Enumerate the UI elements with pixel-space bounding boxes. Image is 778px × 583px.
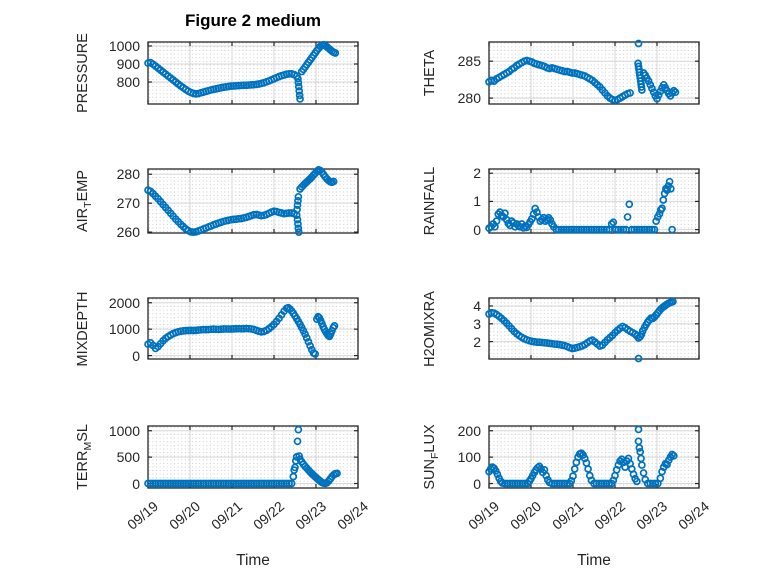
x-tick-label: 09/24 bbox=[675, 497, 713, 533]
x-tick-label: 09/21 bbox=[549, 497, 587, 533]
y-axis-label: MIXDEPTH bbox=[75, 291, 91, 366]
subplot-mixdepth: 0 1000 2000 MIXDEPTH bbox=[75, 291, 359, 366]
data-points bbox=[144, 303, 339, 358]
y-tick-label: 200 bbox=[457, 422, 481, 439]
x-tick-label: 09/24 bbox=[334, 497, 372, 533]
y-axis-label: SUNFLUX bbox=[422, 424, 441, 490]
y-tick-label: 280 bbox=[116, 166, 140, 183]
y-tick-label: 100 bbox=[457, 449, 481, 466]
plot-area bbox=[144, 40, 359, 105]
data-points bbox=[485, 425, 678, 488]
y-tick-label: 2 bbox=[473, 333, 481, 350]
figure-title: Figure 2 medium bbox=[184, 11, 322, 30]
y-tick-label: 3 bbox=[473, 315, 481, 332]
y-tick-label: 260 bbox=[116, 224, 140, 241]
tick-marks bbox=[488, 298, 700, 359]
x-tick-label: 09/23 bbox=[292, 497, 330, 533]
subplot-air-temp: 260 270 280 AIRTEMP bbox=[75, 166, 359, 240]
y-tick-label: 285 bbox=[457, 53, 481, 70]
y-tick-label: 4 bbox=[473, 298, 481, 315]
y-tick-label: 0 bbox=[132, 347, 140, 364]
x-tick-label: 09/20 bbox=[166, 497, 204, 533]
data-points bbox=[485, 177, 676, 234]
x-axis-label-right: Time bbox=[577, 552, 611, 569]
tick-marks bbox=[488, 169, 700, 233]
x-tick-label: 09/23 bbox=[633, 497, 671, 533]
subplot-pressure: 800 900 1000 PRESSURE bbox=[75, 33, 359, 113]
y-axis-label: H2OMIXRA bbox=[422, 290, 438, 367]
x-tick-label: 09/22 bbox=[250, 497, 288, 533]
plot-area bbox=[144, 425, 359, 489]
y-tick-label: 280 bbox=[457, 90, 481, 107]
y-tick-label: 270 bbox=[116, 195, 140, 212]
y-tick-label: 2 bbox=[473, 165, 481, 182]
subplot-terr-msl: 0 500 1000 09/19 09/20 09/21 09/22 09/23 09/24 TE… bbox=[75, 423, 371, 533]
y-tick-label: 1000 bbox=[108, 422, 140, 439]
y-tick-label: 1000 bbox=[108, 37, 140, 54]
tick-marks bbox=[147, 298, 359, 359]
y-tick-label: 1000 bbox=[108, 321, 140, 338]
plot-area bbox=[485, 39, 700, 105]
data-points bbox=[485, 39, 680, 105]
y-axis-label: TERRMSL bbox=[75, 424, 94, 490]
subplot-theta: 280 285 THETA bbox=[422, 39, 700, 106]
plot-area bbox=[485, 425, 700, 489]
x-tick-label: 09/21 bbox=[208, 497, 246, 533]
y-tick-label: 0 bbox=[473, 475, 481, 492]
subplot-rainfall: 0 1 2 RAINFALL bbox=[422, 165, 700, 238]
y-tick-label: 800 bbox=[116, 74, 140, 90]
x-tick-label: 09/19 bbox=[124, 497, 162, 533]
y-tick-label: 0 bbox=[473, 221, 481, 238]
x-tick-label: 09/19 bbox=[465, 497, 503, 533]
y-tick-label: 2000 bbox=[108, 294, 140, 311]
data-points bbox=[144, 40, 340, 103]
plot-area bbox=[144, 166, 359, 236]
y-tick-label: 0 bbox=[132, 475, 140, 492]
subplot-sun-flux: 0 100 200 09/19 09/20 09/21 09/22 09/23 09/24 SUN… bbox=[422, 423, 712, 533]
y-tick-label: 900 bbox=[116, 55, 140, 72]
data-points bbox=[485, 297, 677, 363]
plot-area bbox=[144, 297, 359, 360]
x-axis-label-left: Time bbox=[236, 552, 270, 569]
y-tick-label: 1 bbox=[473, 193, 481, 210]
subplot-h2omixra: 2 3 4 H2OMIXRA bbox=[422, 291, 700, 366]
plot-area bbox=[485, 297, 700, 363]
x-tick-label: 09/22 bbox=[591, 497, 629, 533]
y-tick-label: 500 bbox=[116, 449, 140, 466]
plot-area bbox=[485, 168, 700, 234]
data-points bbox=[144, 425, 341, 488]
x-tick-label: 09/20 bbox=[507, 497, 545, 533]
data-points bbox=[144, 166, 338, 236]
